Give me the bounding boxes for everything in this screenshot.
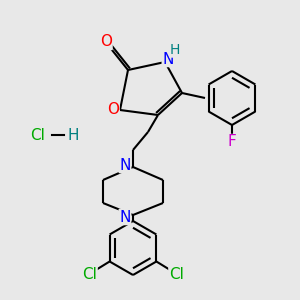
Text: H: H <box>67 128 79 142</box>
Text: N: N <box>162 52 174 67</box>
Text: Cl: Cl <box>169 267 184 282</box>
Text: N: N <box>119 158 131 172</box>
Text: Cl: Cl <box>31 128 45 142</box>
Text: O: O <box>107 103 119 118</box>
Text: F: F <box>228 134 236 149</box>
Text: N: N <box>119 209 131 224</box>
Text: H: H <box>170 43 180 57</box>
Text: O: O <box>100 34 112 50</box>
Text: Cl: Cl <box>82 267 97 282</box>
